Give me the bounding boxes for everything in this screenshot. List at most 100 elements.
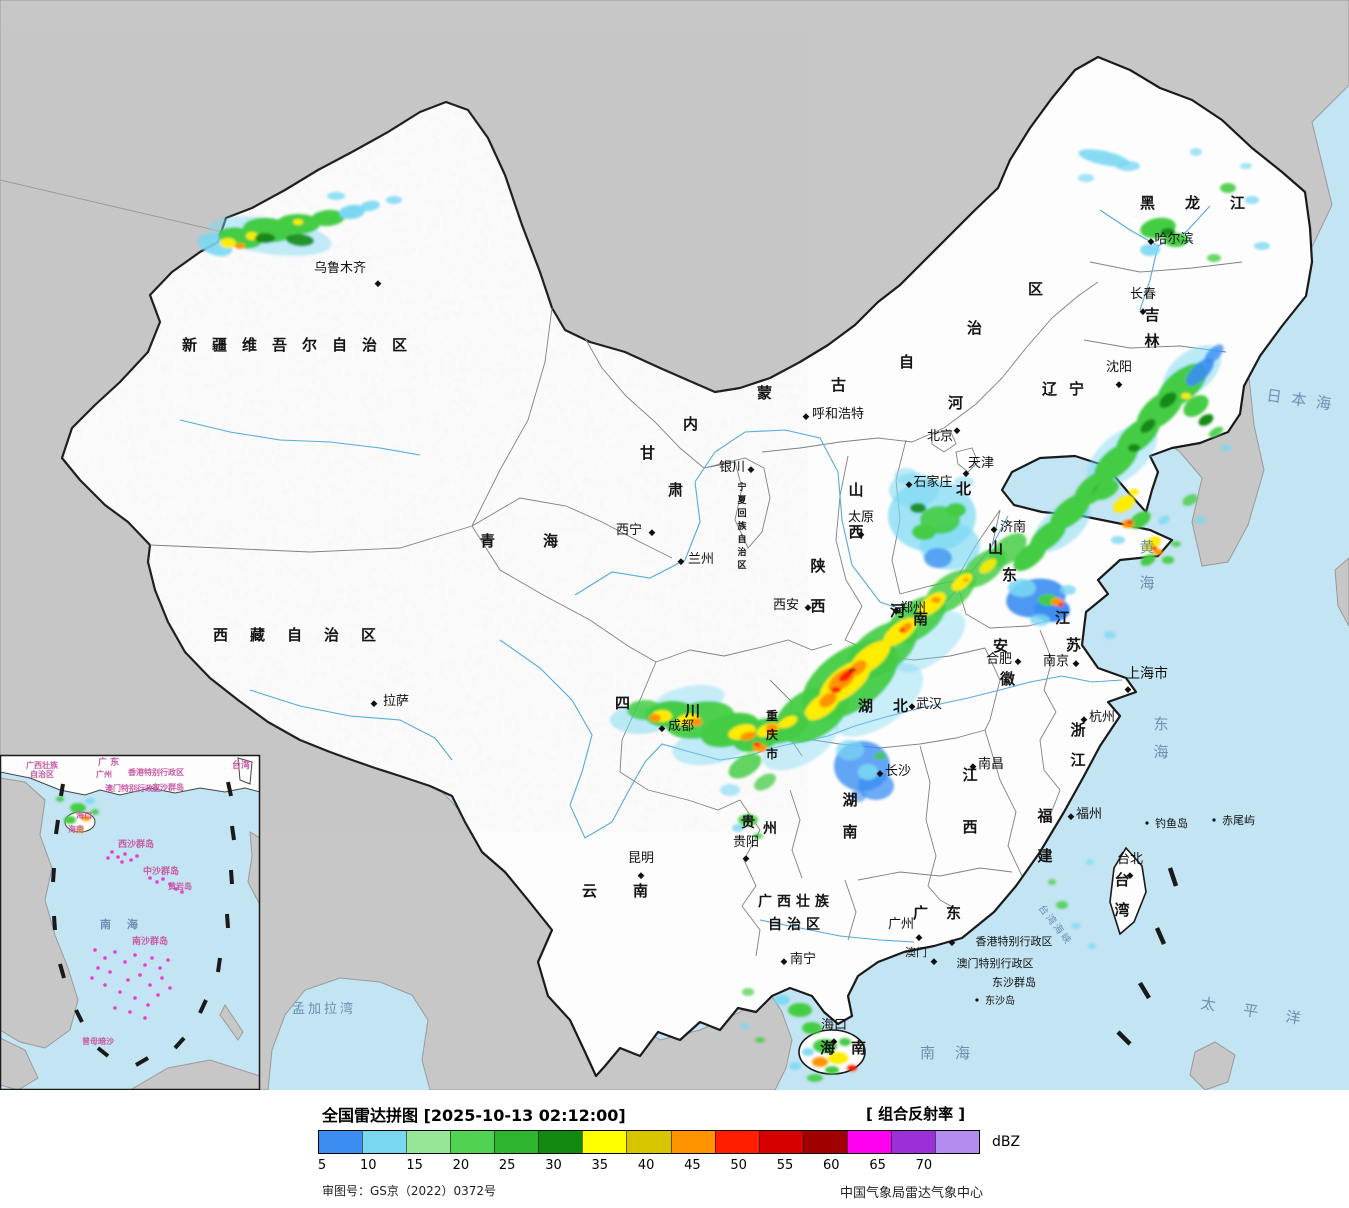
city-marker-diamond: ◆ (1073, 659, 1080, 669)
radar-echo (789, 1062, 801, 1070)
province-label: 河 (890, 602, 905, 620)
province-label-layer: 黑龙江吉林辽宁河北山西山东河南江苏安徽湖北湖南江西浙江福建广东海南台湾贵 州云南四… (182, 194, 1245, 1057)
radar-echo (847, 1065, 857, 1071)
city-marker-diamond: ◆ (649, 528, 656, 538)
inset-label: 西沙群岛 (118, 838, 154, 850)
radar-echo (963, 578, 969, 582)
province-label: 新疆维吾尔自治区 (182, 336, 422, 354)
city-marker-diamond: ◆ (678, 557, 685, 567)
inset-label: 海南 (68, 824, 84, 834)
radar-echo (848, 668, 856, 672)
radar-echo (831, 687, 841, 693)
province-label: 甘 (640, 444, 655, 462)
radar-echo (1181, 393, 1191, 399)
city-label: 南京 (1043, 653, 1069, 669)
colorbar-cell (406, 1131, 451, 1153)
province-label: 河 (948, 394, 963, 412)
radar-echo (1093, 480, 1119, 500)
colorbar-cell (714, 1131, 759, 1153)
province-label: 江 (1055, 609, 1070, 627)
sea-label: 黄海 (1139, 538, 1154, 592)
province-label: 湖北 (858, 697, 928, 715)
inset-island-dot (168, 882, 172, 886)
radar-echo (753, 742, 761, 746)
colorbar-cell (362, 1131, 407, 1153)
radar-echo (813, 1039, 837, 1053)
radar-echo (1204, 344, 1224, 364)
inset-border (0, 754, 261, 1090)
city-marker-diamond: ◆ (375, 279, 382, 289)
city-marker-diamond: ◆ (877, 769, 884, 779)
colorbar-cell (890, 1131, 935, 1153)
inset-island-dot (123, 960, 127, 964)
inset-island-dot (143, 963, 147, 967)
city-label: 昆明 (628, 851, 654, 866)
city-label: 上海市 (1126, 665, 1168, 682)
city-marker-diamond: ◆ (781, 957, 788, 967)
radar-echo (989, 533, 1027, 567)
radar-echo (690, 718, 702, 726)
inset-label: 自治区 (30, 769, 54, 779)
city-marker-diamond: ◆ (893, 606, 900, 616)
radar-echo (753, 833, 763, 839)
city-label: 南宁 (790, 951, 816, 967)
radar-echo (1116, 161, 1140, 171)
province-label: 西藏自治区 (213, 626, 398, 644)
radar-echo (728, 753, 762, 779)
nine-dash-segment (230, 825, 236, 841)
radar-echo (1078, 174, 1094, 182)
inset-island-dot (138, 973, 142, 977)
city-label: 拉萨 (383, 694, 409, 709)
city-marker-diamond: ◆ (1148, 237, 1155, 247)
province-label: 南 (913, 610, 928, 628)
radar-echo (220, 238, 236, 248)
city-label: 长沙 (885, 764, 911, 779)
city-label: 北京 (927, 429, 953, 444)
city-marker-diamond: ◆ (1015, 657, 1022, 667)
radar-echo (1190, 148, 1202, 156)
province-label: 区 (1028, 280, 1043, 298)
city-marker-diamond: ◆ (1081, 715, 1088, 725)
inset-borneo (129, 1059, 260, 1090)
province-label: 古 (831, 376, 846, 394)
city-label: 南昌 (978, 756, 1004, 772)
radar-echo (1129, 489, 1139, 495)
inset-island-dot (113, 950, 117, 954)
colorbar-tick: 40 (637, 1158, 655, 1173)
inset-palawan (219, 1004, 244, 1041)
province-label: 福建 (1036, 807, 1053, 865)
inset-taiwan (237, 757, 253, 785)
inset-island-dot (148, 983, 152, 987)
radar-echo (76, 827, 84, 833)
city-label: 沈阳 (1106, 360, 1132, 375)
inset-label: 台湾 (232, 759, 250, 771)
inset-island-dot (90, 976, 94, 980)
province-label: 北 (956, 480, 971, 498)
city-marker-diamond: ◆ (638, 871, 645, 881)
colorbar-tick: 55 (776, 1158, 794, 1173)
province-label: 吉林 (1144, 306, 1160, 350)
radar-echo (64, 816, 76, 824)
city-marker-diamond: ◆ (906, 480, 913, 490)
radar-echo (1030, 614, 1050, 626)
approval-number: 审图号：GS京（2022）0372号 (322, 1184, 496, 1198)
province-label: 广西壮族 (758, 893, 834, 910)
inset-radar-echoes (56, 796, 99, 833)
province-label: 山 (988, 539, 1003, 557)
city-label: 成都 (668, 719, 694, 734)
dbz-colorbar (318, 1130, 980, 1154)
inset-island-dot (120, 860, 124, 864)
radar-echo (85, 798, 95, 804)
radar-echo (1048, 879, 1056, 885)
province-label: 广东 (913, 904, 979, 922)
radar-echo (1245, 196, 1259, 204)
province-label: 宁夏回族自治区 (736, 481, 747, 571)
radar-echo (1128, 444, 1140, 452)
colorbar-cell (758, 1131, 803, 1153)
radar-echo (1194, 516, 1206, 524)
province-label: 州 (762, 821, 777, 837)
city-label: 澳门 (905, 945, 927, 959)
